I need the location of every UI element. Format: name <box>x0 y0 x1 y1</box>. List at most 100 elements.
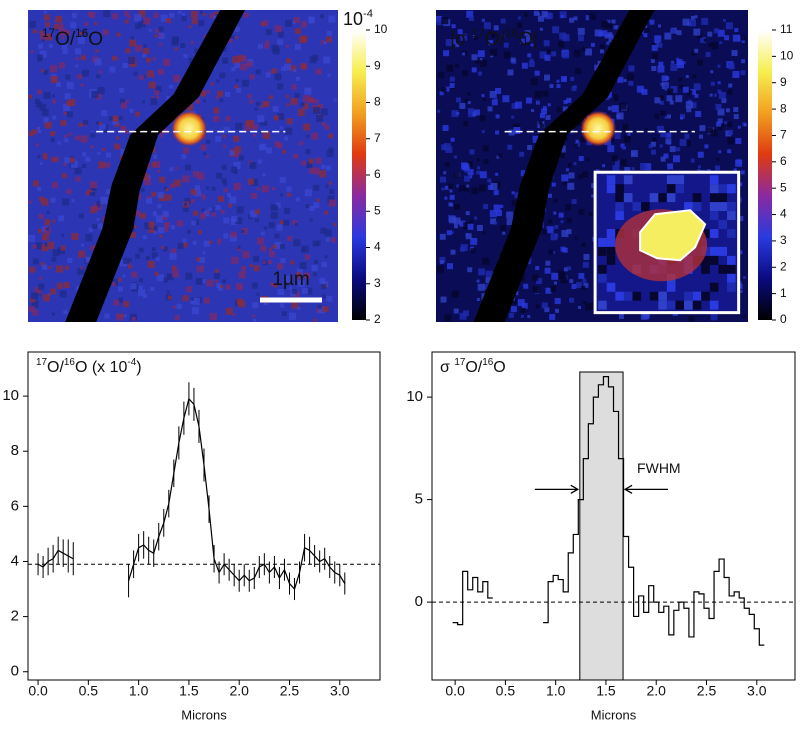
map-speckle <box>171 265 177 271</box>
map-speckle <box>333 222 337 226</box>
map-speckle <box>217 238 222 243</box>
map-speckle <box>700 36 707 43</box>
map-speckle <box>483 204 489 210</box>
map-speckle <box>206 186 210 190</box>
map-speckle <box>444 161 450 167</box>
map-speckle <box>438 72 445 79</box>
map-speckle <box>263 301 268 306</box>
map-speckle <box>235 78 239 82</box>
map-speckle <box>567 266 572 271</box>
map-speckle <box>503 42 509 48</box>
map-speckle <box>672 155 680 163</box>
map-speckle <box>710 70 714 74</box>
map-speckle <box>100 196 108 204</box>
map-speckle <box>125 48 131 54</box>
map-speckle <box>446 64 454 72</box>
map-speckle <box>316 198 320 202</box>
inset-pixel <box>649 291 659 301</box>
map-speckle <box>252 302 259 309</box>
x-tick-label: 2.0 <box>647 683 667 699</box>
map-speckle <box>199 213 206 220</box>
map-speckle <box>320 40 325 45</box>
inset-pixel <box>615 184 624 194</box>
map-speckle <box>542 106 547 111</box>
map-speckle <box>313 202 320 209</box>
map-speckle <box>482 257 490 265</box>
map-speckle <box>578 272 585 279</box>
map-speckle <box>64 265 69 270</box>
map-speckle <box>654 35 662 43</box>
map-speckle <box>85 256 92 263</box>
map-speckle <box>128 264 133 269</box>
map-speckle <box>651 53 658 60</box>
map-speckle <box>219 72 226 79</box>
colorbar-tick-label: 6 <box>374 167 381 181</box>
map-speckle <box>669 100 674 105</box>
map-speckle <box>43 117 49 123</box>
map-speckle <box>479 115 486 122</box>
map-speckle <box>520 170 527 177</box>
map-speckle <box>153 12 159 18</box>
map-speckle <box>743 276 747 280</box>
map-speckle <box>44 219 51 226</box>
map-speckle <box>190 41 194 45</box>
map-speckle <box>238 271 246 279</box>
map-speckle <box>38 283 45 290</box>
map-speckle <box>682 61 686 65</box>
map-speckle <box>333 98 337 102</box>
map-speckle <box>465 233 472 240</box>
map-speckle <box>30 50 34 54</box>
map-speckle <box>503 51 511 59</box>
map-speckle <box>549 313 556 320</box>
map-speckle <box>182 205 189 212</box>
map-speckle <box>485 270 493 278</box>
map-speckle <box>254 107 258 111</box>
map-speckle <box>234 153 239 158</box>
map-speckle <box>325 36 332 43</box>
colorbar-tick-label: 8 <box>780 101 787 115</box>
map-speckle <box>165 188 169 192</box>
map-speckle <box>618 313 624 319</box>
map-speckle <box>193 210 199 216</box>
map-speckle <box>201 193 205 197</box>
map-speckle <box>562 51 570 59</box>
map-speckle <box>249 99 254 104</box>
map-speckle <box>682 86 689 93</box>
map-speckle <box>463 222 471 230</box>
map-speckle <box>122 274 126 278</box>
map-speckle <box>151 162 156 167</box>
map-speckle <box>235 217 243 225</box>
map-speckle <box>548 249 554 255</box>
map-speckle <box>98 223 105 230</box>
map-speckle <box>211 82 215 86</box>
map-speckle <box>55 81 61 87</box>
map-speckle <box>703 38 707 42</box>
map-speckle <box>45 22 51 28</box>
map-speckle <box>169 252 177 260</box>
map-speckle <box>71 199 75 203</box>
map-speckle <box>46 210 50 214</box>
map-speckle <box>64 93 71 100</box>
map-speckle <box>58 215 65 222</box>
map-speckle <box>543 74 550 81</box>
map-speckle <box>450 231 454 235</box>
map-speckle <box>164 227 169 232</box>
map-speckle <box>718 92 726 100</box>
map-speckle <box>64 138 69 143</box>
map-speckle <box>500 34 505 39</box>
map-speckle <box>464 99 469 104</box>
map-speckle <box>112 55 118 61</box>
map-speckle <box>293 153 299 159</box>
inset-pixel <box>615 202 624 212</box>
map-speckle <box>225 284 231 290</box>
title-part: O/ <box>465 359 482 376</box>
map-speckle <box>581 285 586 290</box>
inset-pixel <box>615 193 624 203</box>
map-speckle <box>265 29 272 36</box>
map-speckle <box>138 20 146 28</box>
map-speckle <box>303 272 310 279</box>
map-speckle <box>267 259 272 264</box>
inset-pixel <box>623 291 633 301</box>
y-tick-label: 6 <box>11 497 19 514</box>
map-speckle <box>268 247 272 251</box>
